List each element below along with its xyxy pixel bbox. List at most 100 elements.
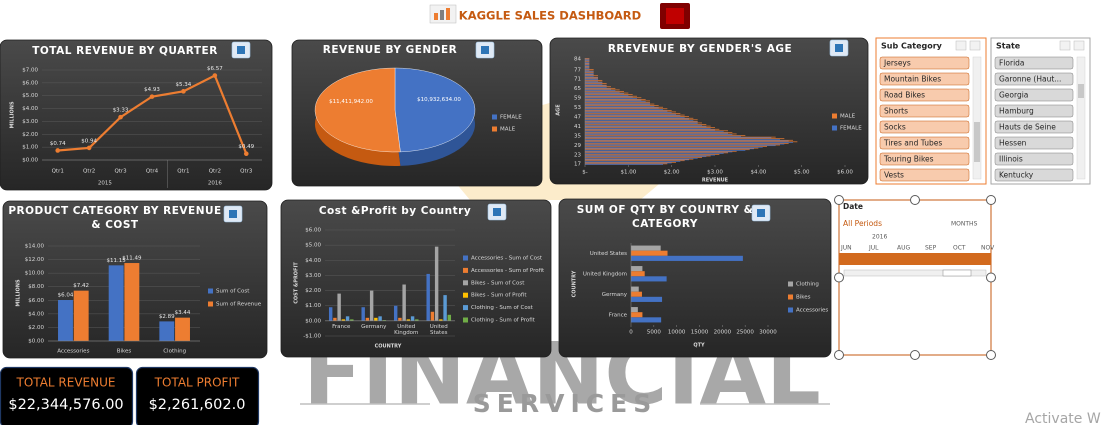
bar: [631, 291, 642, 297]
legend-swatch: [463, 317, 468, 323]
chart-icon-glyph: [229, 210, 237, 218]
legend-swatch: [788, 307, 793, 313]
y-tick-label: $0.00: [28, 339, 44, 345]
y-tick-label: United States: [590, 251, 627, 257]
bar: [585, 106, 663, 108]
bar: [585, 128, 711, 129]
y-tick-label: 35: [574, 133, 581, 139]
slicer-item[interactable]: [879, 72, 970, 86]
bar: [585, 110, 668, 112]
value-label: $5.34: [176, 82, 192, 88]
bar: [585, 154, 720, 155]
legend-label: MALE: [840, 114, 856, 120]
bar: [585, 72, 594, 74]
slicer-multiselect[interactable]: [1059, 40, 1071, 51]
slicer-item[interactable]: [879, 120, 970, 134]
value-label: $3.33: [113, 108, 129, 114]
slicer-item[interactable]: [994, 56, 1074, 70]
slicer-item[interactable]: [994, 88, 1074, 102]
timeline-period: All Periods: [843, 219, 882, 228]
x-tick-label: Qtr3: [114, 169, 127, 175]
y-tick-label: $10.00: [25, 271, 45, 277]
y-tick-label: Germany: [602, 292, 628, 298]
chart-icon-glyph: [237, 46, 245, 54]
bar: [108, 265, 124, 341]
bar: [369, 290, 374, 321]
bar: [374, 317, 378, 321]
slicer-item[interactable]: [879, 88, 970, 102]
slicer-item[interactable]: [994, 104, 1074, 118]
x-tick-label-box: United States: [429, 323, 448, 336]
x-tick-label: Qtr1: [52, 169, 64, 175]
slicer-item[interactable]: [994, 168, 1074, 182]
x-tick-label: Qtr2: [83, 169, 95, 175]
bar: [585, 61, 590, 62]
slicer-clear[interactable]: [1073, 40, 1085, 51]
slicer-item[interactable]: [879, 152, 970, 166]
timeline-month: JUL: [868, 245, 879, 252]
slicer-item-label: Kentucky: [999, 171, 1034, 180]
bar: [585, 64, 590, 66]
resize-handle: [986, 195, 996, 205]
legend-label: MALE: [500, 127, 516, 133]
bar: [443, 295, 447, 321]
value-label: $6.04: [58, 293, 74, 299]
kpi-value: $2,261,602.0: [149, 397, 246, 413]
chart-icon-glyph: [757, 209, 765, 217]
slicer-item[interactable]: [994, 152, 1074, 166]
x-tick-label: United States: [429, 323, 448, 336]
slicer-item[interactable]: [994, 72, 1074, 86]
slicer-multiselect[interactable]: [955, 40, 967, 51]
x-tick-label: $-: [582, 170, 587, 176]
slicer-item[interactable]: [994, 120, 1074, 134]
slicer-item[interactable]: [994, 136, 1074, 150]
bar: [585, 107, 659, 109]
header-logo-bar: [434, 13, 438, 20]
y-tick-label: 71: [574, 77, 581, 83]
slicer-item[interactable]: [879, 104, 970, 118]
point: [86, 145, 92, 151]
bar: [585, 101, 646, 102]
bar: [328, 307, 333, 321]
x-tick-label: $6.00: [837, 170, 853, 176]
y-tick-label: $6.00: [305, 228, 321, 234]
bar: [585, 124, 702, 126]
y-tick-label: $3.00: [22, 119, 38, 125]
bar: [124, 263, 140, 341]
bar: [631, 245, 661, 251]
bar: [585, 146, 763, 148]
slicer-scroll-thumb: [1078, 84, 1084, 98]
resize-handle: [986, 272, 996, 283]
x-tick-label: $3.00: [707, 170, 723, 176]
x-tick-label: 30000: [759, 330, 777, 336]
legend-swatch: [463, 280, 468, 286]
slicer-item[interactable]: [879, 56, 970, 70]
bar: [585, 117, 685, 118]
bar: [175, 317, 190, 341]
bar: [585, 77, 598, 79]
bar: [585, 88, 611, 90]
slicer-clear[interactable]: [969, 40, 981, 51]
timeline-year: 2016: [872, 234, 887, 241]
bar: [585, 69, 594, 70]
bar: [585, 158, 694, 160]
y-axis-title: COST &PROFIT: [294, 262, 300, 304]
x-tick-label: Germany: [361, 323, 387, 330]
bar: [393, 305, 398, 321]
bar: [585, 112, 672, 113]
bar: [585, 70, 594, 72]
bar: [585, 139, 793, 141]
point: [55, 148, 61, 153]
bar: [585, 113, 681, 114]
bar: [585, 151, 733, 153]
value-label-box: $10,932,634.00: [417, 97, 461, 103]
x-tick-label: Clothing: [163, 349, 186, 355]
bar: [585, 69, 590, 71]
y-tick-label: 47: [574, 115, 581, 121]
legend-label: Bikes - Sum of Cost: [471, 280, 525, 286]
bar: [585, 119, 698, 121]
bar: [585, 121, 698, 123]
slicer-item[interactable]: [879, 168, 970, 182]
y-tick-label: 23: [574, 152, 581, 158]
slicer-item[interactable]: [879, 136, 970, 150]
